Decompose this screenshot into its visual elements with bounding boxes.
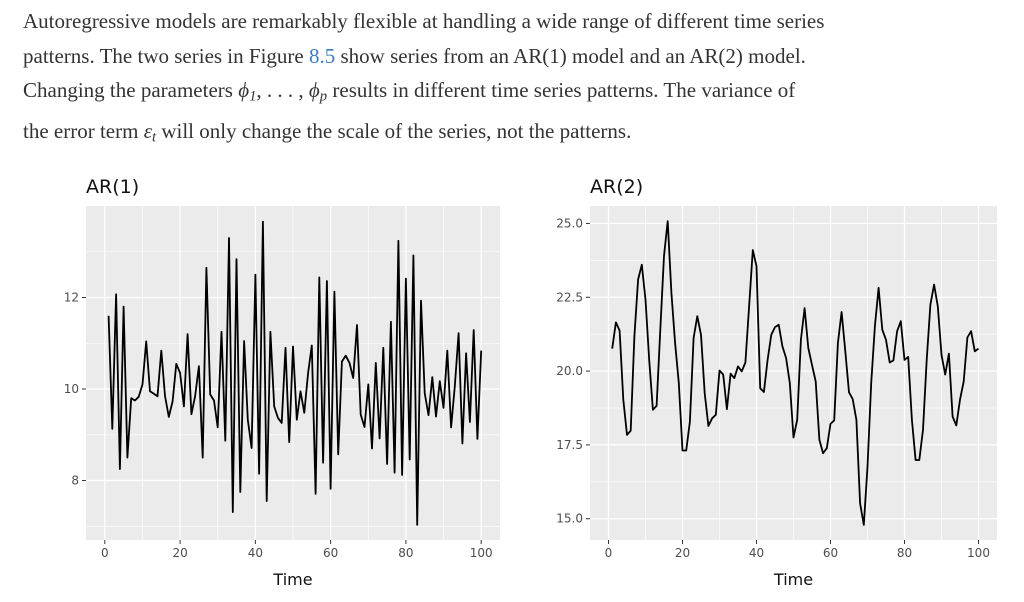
subscript: t <box>151 129 157 146</box>
y-tick-label: 22.5 <box>556 290 583 304</box>
y-tick-label: 17.5 <box>556 438 583 452</box>
x-tick-label: 40 <box>749 546 764 560</box>
text: patterns. The two series in Figure <box>23 43 309 68</box>
x-tick-label: 0 <box>101 546 109 560</box>
x-tick-label: 100 <box>967 546 990 560</box>
y-tick-label: 8 <box>71 474 79 488</box>
series-line <box>611 220 980 526</box>
subscript: 1 <box>249 88 257 105</box>
epsilon-symbol: ε <box>143 119 152 144</box>
chart-ar2: 15.0 17.5 20.0 22.5 25.0 0 20 40 60 80 100 AR(2) Tim… <box>556 176 997 589</box>
x-axis-label: Time <box>773 570 813 589</box>
x-tick-label: 100 <box>470 546 493 560</box>
x-tick-label: 80 <box>897 546 912 560</box>
series-line <box>107 220 483 526</box>
text: Changing the parameters <box>23 78 239 102</box>
chart-title: AR(2) <box>590 176 643 198</box>
ellipsis: , . . . , <box>256 78 309 102</box>
text: show series from an AR(1) model and an A… <box>335 43 806 68</box>
x-tick-label: 80 <box>398 546 413 560</box>
paragraph-line-4: the error term εt will only change the s… <box>23 114 1013 155</box>
math-phi: ϕ1 <box>238 78 257 105</box>
x-axis-label: Time <box>272 570 312 589</box>
paragraph-line-2: patterns. The two series in Figure 8.5 s… <box>23 39 1013 74</box>
y-tick-label: 20.0 <box>556 364 583 378</box>
text: Autoregressive models are remarkably fle… <box>23 9 825 33</box>
y-tick-label: 25.0 <box>556 216 583 230</box>
paragraph-line-1: Autoregressive models are remarkably fle… <box>23 4 1013 39</box>
subscript: p <box>319 88 328 105</box>
figure-link[interactable]: 8.5 <box>308 43 336 68</box>
y-tick-label: 12 <box>64 291 79 305</box>
chart-ar1: 8 10 12 0 20 40 60 80 100 AR(1) Time <box>64 176 500 589</box>
phi-symbol: ϕ <box>238 78 250 102</box>
y-tick-label: 15.0 <box>556 512 583 526</box>
x-tick-label: 20 <box>172 546 187 560</box>
math-phi-p: ϕp <box>308 78 328 105</box>
phi-symbol: ϕ <box>308 78 320 102</box>
chart-title: AR(1) <box>86 176 139 198</box>
body-paragraph: Autoregressive models are remarkably fle… <box>23 4 1013 155</box>
y-tick-label: 10 <box>64 382 79 396</box>
x-tick-label: 60 <box>823 546 838 560</box>
math-epsilon: εt <box>143 119 157 146</box>
x-tick-label: 20 <box>675 546 690 560</box>
x-tick-label: 60 <box>323 546 338 560</box>
x-tick-label: 40 <box>248 546 263 560</box>
x-tick-label: 0 <box>605 546 613 560</box>
text: results in different time series pattern… <box>327 78 796 102</box>
text: the error term <box>23 119 144 144</box>
text: will only change the scale of the series… <box>156 119 632 144</box>
paragraph-line-3: Changing the parameters ϕ1, . . . , ϕp r… <box>23 73 1013 114</box>
